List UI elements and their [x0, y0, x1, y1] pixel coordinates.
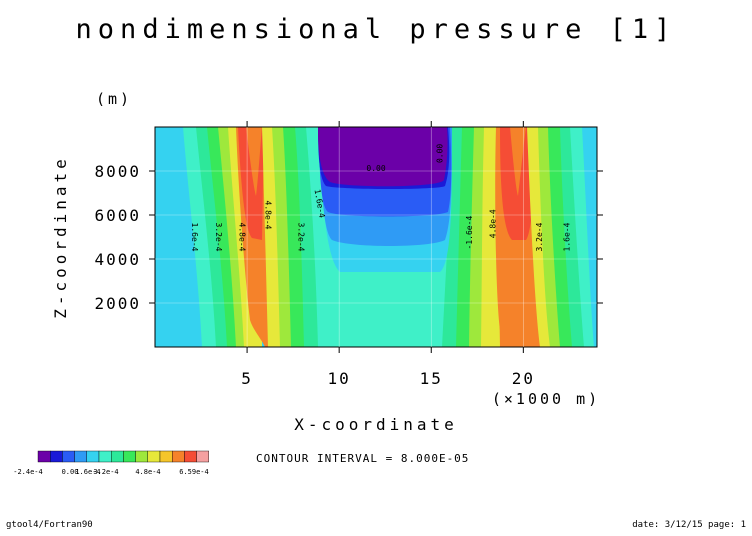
colorbar-swatch	[123, 450, 136, 463]
contour-label: 0.00	[366, 164, 385, 173]
y-ticks: 2000 4000 6000 8000	[94, 162, 603, 313]
y-unit-label: (m)	[96, 90, 132, 108]
colorbar-swatch	[171, 450, 185, 463]
y-tick-label: 6000	[94, 206, 141, 225]
colorbar-swatch	[98, 450, 112, 463]
contour-label: 4.8e-4	[264, 201, 273, 230]
plot-frame	[154, 126, 598, 348]
contour-label: 0.00	[435, 144, 444, 163]
x-ticks: 5 10 15 20	[241, 121, 535, 388]
colorbar-label: -2.4e-4	[13, 468, 43, 476]
y-tick-label: 2000	[94, 294, 141, 313]
y-axis-label: Z-coordinate	[51, 155, 70, 319]
colorbar-swatch	[159, 450, 173, 463]
x-unit-label: (×1000 m)	[492, 390, 600, 408]
colorbar-label: 6.59e-4	[179, 468, 209, 476]
colorbar-swatch	[50, 450, 63, 463]
contour-label: 3.2e-4	[535, 222, 544, 251]
colorbar-label: 1.6e-4	[75, 468, 100, 476]
contour-label: 1.6e-4	[190, 223, 199, 252]
contour-label: 3.2e-4	[214, 223, 223, 252]
colorbar-labels: -2.4e-4 0.001.6e-43.2e-4 4.8e-4 6.59e-4	[13, 468, 209, 476]
footer-right: date: 3/12/15 page: 1	[632, 520, 746, 530]
x-tick-label: 5	[241, 369, 253, 388]
footer-left: gtool4/Fortran90	[6, 520, 93, 530]
colorbar-swatch	[74, 450, 87, 463]
contour-interval-text: CONTOUR INTERVAL = 8.000E-05	[256, 452, 469, 465]
colorbar-swatch	[86, 450, 100, 463]
colorbar-label: 4.8e-4	[135, 468, 160, 476]
colorbar-swatch	[135, 450, 149, 463]
contour-label: 3.2e-4	[297, 223, 306, 252]
center-purple	[318, 127, 448, 187]
plot-area	[155, 127, 597, 347]
contour-label: 1.6e-4	[562, 222, 571, 251]
x-axis-label: X-coordinate	[294, 415, 458, 434]
x-tick-label: 20	[512, 369, 535, 388]
band-right-notch	[510, 127, 526, 196]
colorbar-label: 3.2e-4	[93, 468, 118, 476]
x-tick-label: 15	[420, 369, 443, 388]
y-tick-label: 8000	[94, 162, 141, 181]
y-tick-label: 4000	[94, 250, 141, 269]
colorbar-swatch	[37, 450, 51, 463]
colorbar-swatch	[184, 450, 197, 463]
colorbar	[37, 450, 210, 463]
colorbar-swatch	[110, 450, 124, 463]
colorbar-swatch	[62, 450, 75, 463]
chart-title: nondimensional pressure [1]	[76, 14, 677, 45]
colorbar-label: 0.00	[62, 468, 79, 476]
contour-labels: 1.6e-4 3.2e-4 4.8e-4 4.8e-4 3.2e-4 1.6e-4 0.00…	[190, 144, 572, 252]
contour-label: 4.8e-4	[489, 209, 498, 238]
colorbar-swatch	[147, 450, 161, 463]
contour-label: 4.8e-4	[238, 223, 247, 252]
contour-label: -1.6e-4	[465, 216, 474, 250]
colorbar-swatch	[196, 450, 210, 463]
band-left-8	[246, 127, 262, 196]
band-right-11	[582, 127, 597, 347]
x-tick-label: 10	[328, 369, 351, 388]
